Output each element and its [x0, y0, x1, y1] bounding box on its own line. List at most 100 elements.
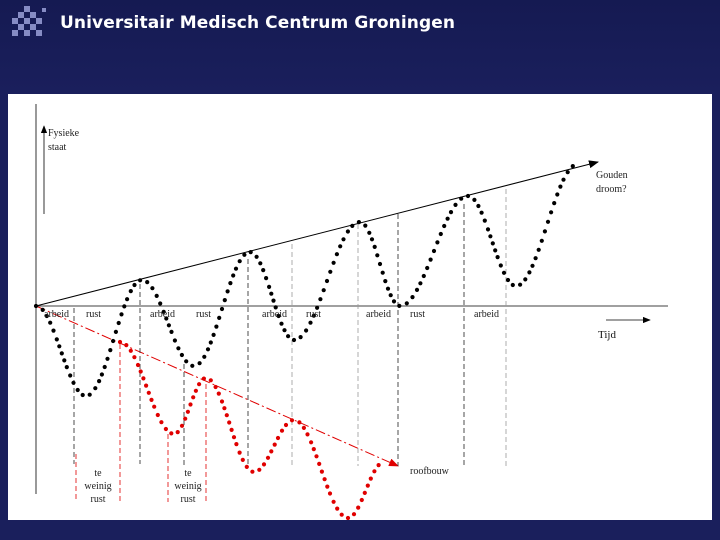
curve-dot: [476, 203, 481, 209]
curve-dot: [179, 423, 185, 428]
phase-label: arbeid: [44, 309, 69, 320]
curve-dot: [279, 428, 285, 433]
curve-dot: [144, 383, 149, 388]
curve-dot: [298, 335, 303, 340]
phase-label: arbeid: [150, 309, 175, 320]
curve-dot: [448, 210, 454, 215]
curve-dot: [479, 210, 484, 215]
curve-dot: [356, 220, 361, 225]
curve-dot: [328, 269, 333, 274]
curve-dot: [258, 261, 263, 266]
curve-dot: [257, 467, 262, 472]
curve-dot: [185, 409, 190, 414]
curve-dot: [552, 201, 557, 206]
curve-dot: [146, 390, 151, 395]
curve-dot: [530, 263, 535, 268]
curve-dot: [211, 332, 216, 337]
curve-dot: [57, 344, 62, 349]
curve-dot: [261, 462, 267, 467]
curve-dot: [271, 298, 276, 303]
curve-dot: [311, 447, 316, 452]
lower-trend-arrow: [35, 305, 399, 467]
curve-dot: [558, 184, 563, 189]
curve-dot: [377, 261, 383, 267]
curve-dot: [190, 363, 195, 368]
curve-dot: [138, 278, 143, 283]
curve-dot: [570, 164, 575, 169]
curve-dot: [283, 422, 289, 428]
curve-dot: [276, 313, 281, 319]
organization-name: Universitair Medisch Centrum Groningen: [60, 13, 456, 33]
curve-dot: [197, 382, 202, 387]
curve-dot: [305, 432, 310, 437]
curve-dot: [228, 281, 233, 286]
curve-dot: [224, 413, 229, 418]
curve-dot: [331, 260, 336, 265]
curve-dot: [485, 227, 491, 232]
curve-dot: [219, 399, 225, 404]
curve-dot: [380, 270, 385, 275]
curve-dot: [331, 499, 336, 504]
curve-dot: [542, 229, 548, 234]
curve-dot: [334, 252, 339, 257]
curve-dot: [141, 376, 146, 381]
curve-dot: [388, 293, 393, 298]
curve-dot: [227, 420, 232, 425]
red-divider-lines: [75, 344, 207, 502]
phase-label: rust: [306, 309, 321, 320]
upper-arrow-label-line1: Gouden: [596, 170, 628, 181]
curve-dot: [322, 477, 327, 482]
curve-dot: [523, 277, 528, 282]
curve-dot: [150, 286, 155, 291]
curve-dot: [495, 255, 500, 260]
phase-label: arbeid: [262, 309, 287, 320]
phase-label: rust: [196, 309, 211, 320]
curve-dot: [237, 450, 242, 455]
curve-dot: [363, 223, 368, 228]
curve-dot: [318, 297, 323, 302]
curve-dot: [222, 298, 227, 303]
phase-label: arbeid: [474, 309, 499, 320]
curve-dot: [397, 303, 402, 308]
curve-dot: [225, 289, 230, 294]
curve-dot: [359, 497, 364, 503]
curve-dot: [172, 338, 177, 343]
curve-dot: [383, 279, 388, 284]
diagram-panel: Fysieke staat Gouden droom? Tijd roofbou…: [8, 94, 712, 520]
curve-dot: [286, 334, 291, 339]
curve-dot: [205, 347, 211, 352]
curve-dot: [367, 230, 372, 235]
curve-dot: [48, 320, 53, 325]
curve-dot: [385, 286, 391, 291]
curve-dot: [93, 386, 98, 391]
curve-dot: [315, 305, 320, 310]
phase-divider-lines: [73, 204, 465, 466]
curve-dot: [183, 416, 188, 421]
curve-dot: [99, 372, 104, 377]
curve-dot: [152, 404, 157, 409]
curve-dot: [493, 248, 498, 253]
curve-dot: [565, 170, 570, 175]
curve-dot: [561, 177, 566, 182]
curve-dot: [527, 270, 532, 275]
lower-arrow-label: roofbouw: [410, 466, 450, 477]
upper-dotted-curve: [33, 164, 575, 398]
curve-dot: [179, 352, 184, 358]
curve-dot: [217, 315, 222, 320]
curve-dot: [122, 304, 127, 309]
curve-dot: [442, 223, 447, 229]
curve-dot: [240, 457, 245, 462]
curve-dot: [132, 355, 137, 360]
y-axis-label-line2: staat: [48, 142, 67, 153]
curve-dot: [64, 365, 69, 370]
phase-label: rust: [86, 309, 101, 320]
curve-dot: [138, 369, 143, 374]
curve-dot: [269, 291, 274, 296]
curve-dot: [254, 254, 259, 259]
curve-dot: [345, 515, 351, 520]
curve-dot: [465, 193, 471, 199]
curve-dot: [518, 282, 523, 287]
insufficient-rest-label: te: [184, 468, 192, 479]
curve-dot: [404, 301, 409, 306]
insufficient-rest-label: rust: [91, 494, 106, 505]
